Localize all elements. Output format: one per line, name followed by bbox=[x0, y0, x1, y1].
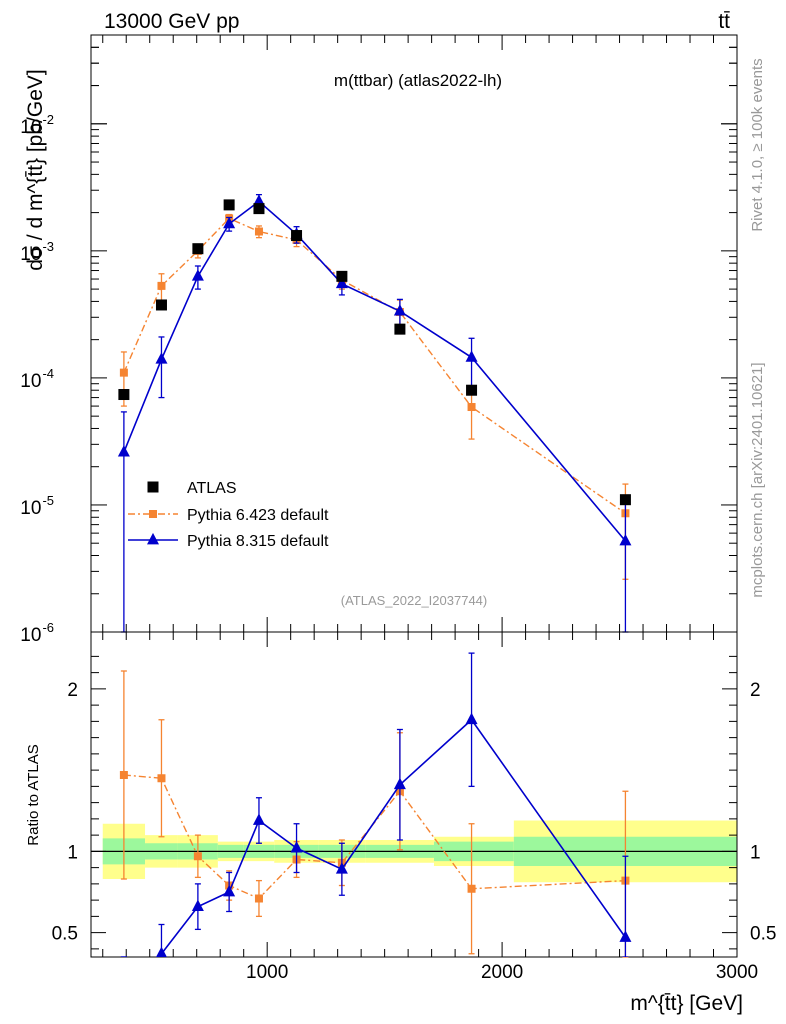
atlas-data-point bbox=[619, 494, 631, 506]
ratio-pythia8-line bbox=[155, 718, 627, 957]
process-label: tt̄ bbox=[718, 10, 730, 33]
pythia8-point bbox=[393, 304, 406, 316]
pythia6-line bbox=[123, 217, 626, 514]
ratio-pythia6-point bbox=[254, 894, 263, 903]
ratio-panel-frame bbox=[90, 631, 738, 958]
chart-title: m(ttbar) (atlas2022-lh) bbox=[334, 71, 502, 90]
ratio-pythia8-point bbox=[252, 813, 265, 825]
ratio-series-pythia8 bbox=[118, 652, 632, 985]
x-tick-label: 1000 bbox=[246, 962, 288, 983]
ratio-pythia8-point bbox=[619, 930, 632, 942]
y-tick-label: 10-3 bbox=[20, 239, 54, 265]
ratio-pythia8-point bbox=[223, 884, 236, 897]
series-pythia6 bbox=[119, 213, 630, 580]
ratio-pythia8-point bbox=[191, 899, 204, 911]
x-axis-label: m^{t̄t} [GeV] bbox=[630, 992, 743, 1015]
series-pythia8 bbox=[117, 193, 632, 633]
ratio-pythia8-point bbox=[335, 862, 348, 874]
legend-label: Pythia 8.315 default bbox=[187, 533, 329, 550]
pythia6-point bbox=[157, 281, 166, 290]
y-tick-label: 10-4 bbox=[20, 366, 54, 392]
ratio-y-tick-label-right: 2 bbox=[750, 680, 761, 701]
ratio-y-tick-label: 0.5 bbox=[52, 924, 78, 945]
x-tick-label: 3000 bbox=[716, 962, 758, 983]
ratio-y-tick-label: 2 bbox=[67, 680, 78, 701]
x-tick-label: 2000 bbox=[481, 962, 523, 983]
rivet-version-label: Rivet 4.1.0, ≥ 100k events bbox=[749, 58, 766, 231]
atlas-data-point bbox=[253, 203, 265, 215]
atlas-data-point bbox=[192, 243, 204, 255]
pythia8-point bbox=[191, 269, 204, 281]
analysis-id-watermark: (ATLAS_2022_I2037744) bbox=[341, 593, 487, 608]
y-axis-label: dσ / d m^{t̄t} [pb/GeV] bbox=[24, 69, 47, 270]
ratio-y-axis-label: Ratio to ATLAS bbox=[25, 744, 42, 845]
pythia6-point bbox=[467, 403, 476, 412]
ratio-y-tick-label-right: 0.5 bbox=[750, 924, 776, 945]
ratio-pythia6-point bbox=[467, 884, 476, 893]
ratio-pythia8-point bbox=[465, 712, 478, 725]
ratio-pythia8-point bbox=[118, 974, 130, 985]
ratio-panel: Ratio to ATLAS m^{t̄t} [GeV] 1000 2000 300… bbox=[25, 631, 776, 1015]
legend-pythia6-marker bbox=[149, 510, 157, 518]
atlas-data-point bbox=[118, 389, 130, 401]
ratio-y-tick-label: 1 bbox=[67, 842, 78, 863]
pythia8-point bbox=[223, 216, 236, 229]
legend-atlas-marker bbox=[147, 481, 159, 493]
y-tick-label: 10-2 bbox=[20, 112, 54, 138]
pythia8-point bbox=[619, 533, 632, 546]
atlas-data-point bbox=[155, 299, 167, 311]
atlas-data-point bbox=[336, 270, 348, 282]
pythia6-point bbox=[119, 368, 128, 377]
pythia6-point bbox=[254, 227, 263, 236]
series-atlas bbox=[118, 199, 631, 506]
ratio-pythia6-point bbox=[157, 774, 166, 783]
legend-label: Pythia 6.423 default bbox=[187, 507, 329, 524]
collision-label: 13000 GeV pp bbox=[104, 10, 239, 33]
atlas-data-point bbox=[291, 230, 303, 242]
legend-label: ATLAS bbox=[187, 480, 237, 497]
pythia8-point bbox=[335, 276, 348, 289]
pythia8-line bbox=[123, 200, 627, 542]
ratio-pythia6-line bbox=[123, 774, 626, 900]
ratio-pythia6-point bbox=[193, 852, 202, 861]
atlas-data-point bbox=[394, 323, 406, 335]
legend-pythia8-marker bbox=[147, 532, 159, 545]
ratio-pythia8-point bbox=[290, 841, 303, 853]
y-tick-label: 10-6 bbox=[20, 620, 54, 646]
pythia8-point bbox=[465, 350, 478, 362]
ratio-series-pythia6 bbox=[119, 670, 630, 958]
pythia8-point bbox=[117, 445, 130, 457]
legend: ATLAS Pythia 6.423 default Pythia 8.315 de… bbox=[128, 480, 329, 550]
mcplots-reference-label: mcplots.cern.ch [arXiv:2401.10621] bbox=[749, 362, 766, 597]
ratio-pythia6-point bbox=[119, 771, 128, 779]
atlas-data-point bbox=[223, 199, 235, 211]
pythia8-point bbox=[155, 352, 168, 364]
y-tick-label: 10-5 bbox=[20, 493, 54, 519]
ratio-pythia8-point bbox=[393, 777, 406, 790]
ratio-pythia8-point bbox=[156, 946, 167, 957]
ratio-y-tick-label-right: 1 bbox=[750, 842, 761, 863]
pythia8-point bbox=[252, 194, 265, 206]
atlas-data-point bbox=[466, 384, 478, 396]
main-panel: m(ttbar) (atlas2022-lh) (ATLAS_2022_I203… bbox=[20, 34, 738, 646]
